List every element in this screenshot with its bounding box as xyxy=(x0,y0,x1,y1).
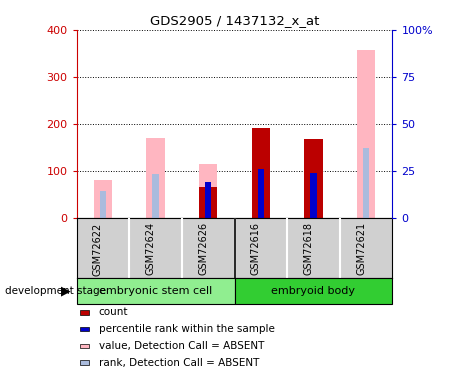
Bar xyxy=(310,172,317,217)
Bar xyxy=(77,278,235,304)
Text: GSM72616: GSM72616 xyxy=(251,222,261,275)
Bar xyxy=(252,128,270,217)
Text: rank, Detection Call = ABSENT: rank, Detection Call = ABSENT xyxy=(99,358,259,368)
Bar xyxy=(258,169,264,217)
Text: embryoid body: embryoid body xyxy=(272,286,355,296)
Bar xyxy=(152,174,159,217)
Text: GSM72626: GSM72626 xyxy=(198,222,208,275)
Text: GSM72621: GSM72621 xyxy=(356,222,366,275)
Text: ▶: ▶ xyxy=(60,284,70,297)
Bar xyxy=(235,278,392,304)
Bar xyxy=(199,187,217,218)
Bar xyxy=(357,50,375,217)
Text: GSM72624: GSM72624 xyxy=(146,222,156,275)
Bar xyxy=(205,182,212,218)
Bar xyxy=(80,310,89,315)
Bar xyxy=(199,164,217,218)
Text: development stage: development stage xyxy=(5,286,106,296)
Bar xyxy=(80,344,89,348)
Text: percentile rank within the sample: percentile rank within the sample xyxy=(99,324,275,334)
Text: GSM72622: GSM72622 xyxy=(93,222,103,276)
Bar xyxy=(80,327,89,332)
Text: count: count xyxy=(99,307,128,317)
Bar xyxy=(363,148,369,217)
Bar xyxy=(304,139,322,218)
Bar xyxy=(80,360,89,365)
Bar xyxy=(94,180,112,218)
Text: GSM72618: GSM72618 xyxy=(304,222,313,275)
Text: value, Detection Call = ABSENT: value, Detection Call = ABSENT xyxy=(99,341,264,351)
Text: embryonic stem cell: embryonic stem cell xyxy=(99,286,212,296)
Title: GDS2905 / 1437132_x_at: GDS2905 / 1437132_x_at xyxy=(150,15,319,27)
Bar xyxy=(100,191,106,217)
Bar xyxy=(147,138,165,218)
